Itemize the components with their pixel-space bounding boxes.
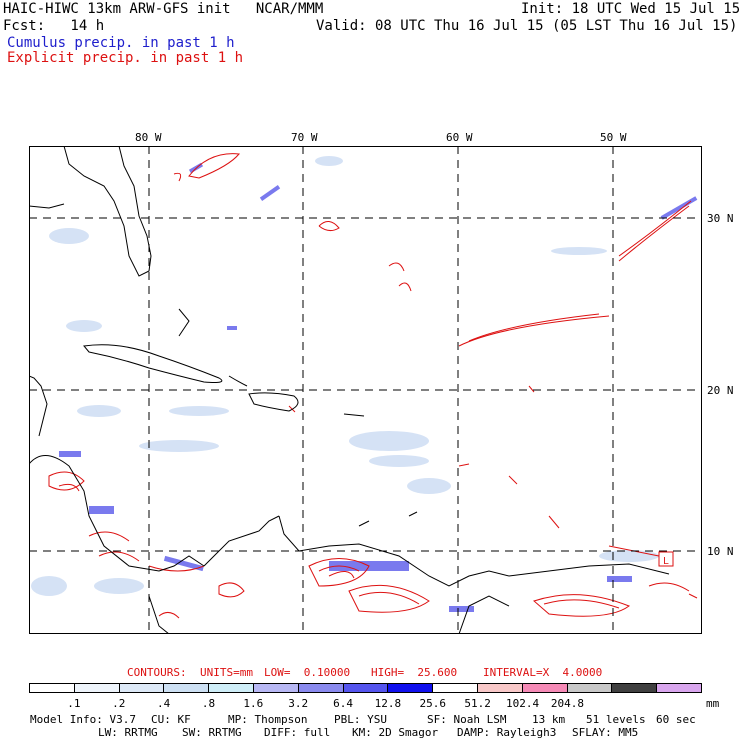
diff-scheme: DIFF: full	[264, 726, 331, 739]
color-scale-cell	[30, 684, 75, 692]
contours-units: UNITS=mm	[200, 666, 253, 679]
color-scale-tick-label: 12.8	[374, 697, 402, 710]
color-scale-unit: mm	[706, 697, 720, 710]
color-scale-cell	[119, 684, 165, 692]
color-scale-cell	[522, 684, 568, 692]
color-scale-cell	[657, 684, 701, 692]
km-scheme: KM: 2D Smagor	[352, 726, 439, 739]
color-scale-cell	[388, 684, 434, 692]
low-marker: L	[663, 556, 669, 567]
color-scale-cell	[433, 684, 478, 692]
color-scale-tick-label: 1.6	[243, 697, 264, 710]
color-scale-tick-label: .1	[67, 697, 81, 710]
color-scale-cell	[612, 684, 658, 692]
model-title: HAIC-HIWC 13km ARW-GFS init NCAR/MMM	[3, 1, 324, 17]
precipitation-map: L	[29, 146, 702, 634]
color-scale-cell	[477, 684, 523, 692]
color-scale-tick-label: 25.6	[419, 697, 447, 710]
lw-scheme: LW: RRTMG	[98, 726, 158, 739]
init-time: Init: 18 UTC Wed 15 Jul 15	[521, 1, 740, 17]
low-marker-box	[658, 551, 674, 567]
color-scale-tick-label: 102.4	[505, 697, 540, 710]
model-info: Model Info: V3.7	[30, 713, 136, 726]
lat-label-20n: 20 N	[707, 384, 734, 397]
sflay-scheme: SFLAY: MM5	[572, 726, 639, 739]
color-scale-tick-label: .4	[156, 697, 171, 710]
time-step: 60 sec	[656, 713, 696, 726]
contours-high: HIGH= 25.600	[371, 666, 458, 679]
lon-label-80w: 80 W	[135, 131, 162, 144]
resolution: 13 km	[532, 713, 566, 726]
color-scale-cell	[253, 684, 299, 692]
cumulus-precip-areas	[31, 156, 659, 596]
forecast-hour: Fcst: 14 h	[3, 18, 105, 34]
sw-scheme: SW: RRTMG	[182, 726, 242, 739]
cumulus-legend-label: Cumulus precip. in past 1 h	[7, 35, 235, 51]
pbl-scheme: PBL: YSU	[334, 713, 387, 726]
color-scale-cell	[209, 684, 254, 692]
lat-label-10n: 10 N	[707, 545, 734, 558]
valid-time: Valid: 08 UTC Thu 16 Jul 15 (05 LST Thu …	[316, 18, 738, 34]
color-scale-tick-label: 51.2	[464, 697, 491, 710]
vertical-levels: 51 levels	[586, 713, 646, 726]
damp-scheme: DAMP: Rayleigh3	[457, 726, 557, 739]
color-scale-cell	[343, 684, 389, 692]
lat-lon-grid	[29, 146, 702, 634]
coastlines	[29, 146, 670, 634]
lat-label-30n: 30 N	[707, 212, 734, 225]
color-scale-cell	[298, 684, 344, 692]
color-scale-tick-label: 6.4	[333, 697, 353, 710]
cu-scheme: CU: KF	[151, 713, 191, 726]
lon-label-60w: 60 W	[446, 131, 473, 144]
color-scale-tick-label: 3.2	[288, 697, 309, 710]
color-scale-tick-label: .8	[201, 697, 216, 710]
mp-scheme: MP: Thompson	[228, 713, 308, 726]
sf-scheme: SF: Noah LSM	[427, 713, 507, 726]
color-scale-cell	[164, 684, 210, 692]
color-scale-bar	[29, 683, 702, 693]
color-scale-cell	[567, 684, 613, 692]
explicit-legend-label: Explicit precip. in past 1 h	[7, 50, 244, 66]
contours-low: LOW= 0.10000	[264, 666, 351, 679]
color-scale-tick-label: 204.8	[550, 697, 584, 710]
color-scale-cell	[74, 684, 120, 692]
color-scale-tick-label: .2	[112, 697, 126, 710]
lon-label-70w: 70 W	[291, 131, 318, 144]
contours-interval: INTERVAL=X 4.0000	[483, 666, 603, 679]
lon-label-50w: 50 W	[600, 131, 627, 144]
contours-label: CONTOURS:	[127, 666, 187, 679]
